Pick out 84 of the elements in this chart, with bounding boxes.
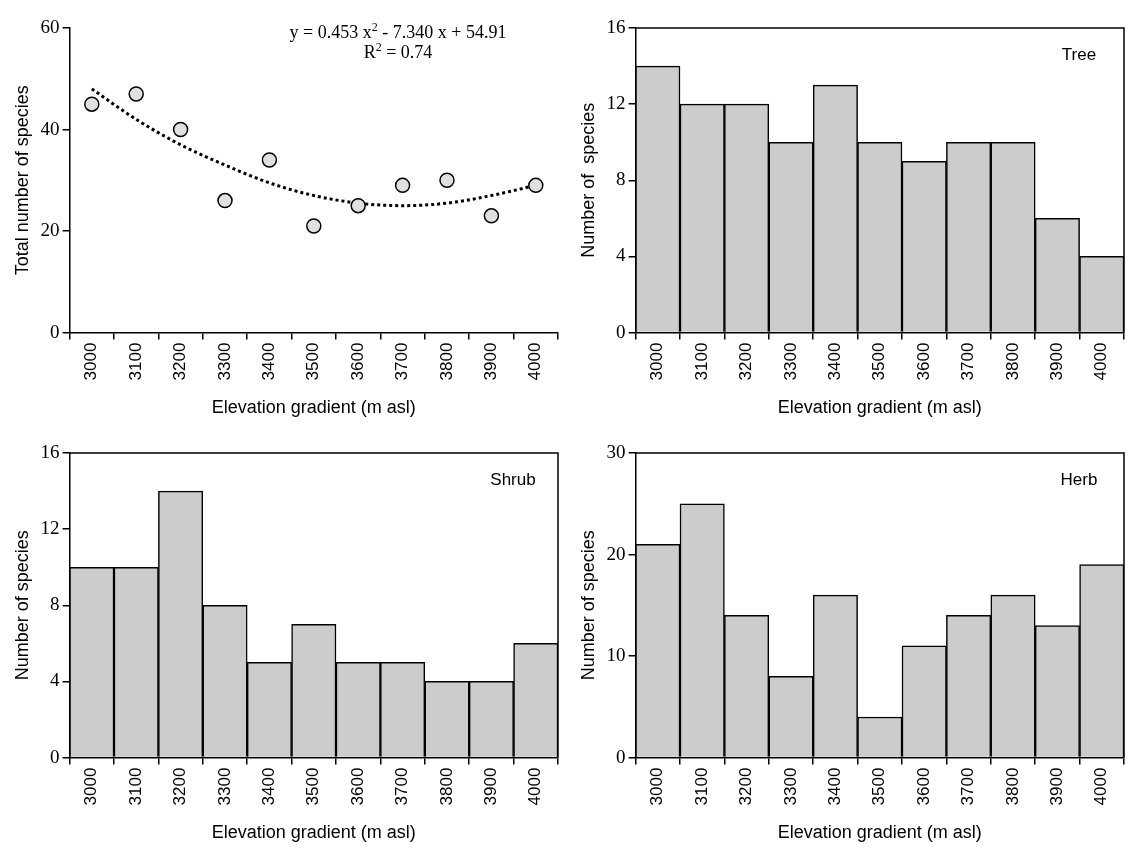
x-tick-label: 3200 bbox=[170, 767, 190, 806]
y-tick-label: 30 bbox=[606, 440, 626, 462]
annotation: Shrub bbox=[490, 470, 536, 489]
x-tick-label: 3000 bbox=[81, 767, 101, 806]
x-tick-label: 3500 bbox=[303, 767, 323, 806]
x-tick-label: 4000 bbox=[1091, 767, 1111, 806]
point bbox=[394, 177, 411, 194]
point bbox=[217, 192, 233, 209]
x-tick-label: 3600 bbox=[347, 342, 367, 381]
x-tick-label: 3000 bbox=[81, 342, 101, 381]
x-tick-label: 3400 bbox=[825, 767, 845, 806]
y-tick-label: 20 bbox=[40, 219, 60, 241]
x-tick-label: 3500 bbox=[303, 342, 323, 381]
y-tick-label: 8 bbox=[616, 168, 626, 190]
point bbox=[483, 208, 500, 224]
x-tick-label: 4000 bbox=[525, 767, 545, 806]
x-tick-label: 3900 bbox=[481, 342, 501, 381]
y-tick-label: 8 bbox=[50, 593, 60, 615]
x-tick-label: 3000 bbox=[647, 342, 667, 381]
y-tick-label: 4 bbox=[616, 244, 627, 266]
point bbox=[350, 197, 366, 214]
y-tick-label: 10 bbox=[606, 644, 626, 666]
point bbox=[172, 121, 189, 138]
x-tick-label: 3900 bbox=[481, 767, 501, 806]
y-tick-label: 0 bbox=[616, 745, 626, 767]
x-tick-label: 3300 bbox=[780, 767, 800, 806]
x-tick-label: 3800 bbox=[436, 767, 456, 806]
x-tick-label: 3600 bbox=[913, 342, 933, 381]
x-tick-label: 3300 bbox=[214, 767, 234, 806]
point bbox=[306, 218, 322, 234]
y-tick-label: 16 bbox=[40, 440, 60, 462]
y-tick-label: 60 bbox=[40, 15, 60, 37]
y-tick-label: 16 bbox=[606, 15, 626, 37]
y-axis-title: Number of species bbox=[577, 530, 598, 681]
annotation: Tree bbox=[1061, 45, 1097, 64]
x-tick-label: 3200 bbox=[170, 342, 190, 381]
x-tick-label: 3100 bbox=[125, 767, 145, 806]
x-tick-label: 3900 bbox=[1047, 342, 1067, 381]
y-axis-title: Total number of species bbox=[11, 85, 32, 276]
y-tick-label: 20 bbox=[606, 542, 626, 564]
x-tick-label: 4000 bbox=[1091, 342, 1111, 381]
x-tick-label: 3700 bbox=[958, 342, 978, 381]
x-tick-label: 3700 bbox=[392, 767, 412, 806]
x-tick-label: 3600 bbox=[347, 767, 367, 806]
point bbox=[128, 86, 144, 102]
x-tick-label: 3400 bbox=[825, 342, 845, 381]
point bbox=[261, 152, 278, 168]
y-tick-label: 0 bbox=[50, 745, 60, 767]
x-tick-label: 3400 bbox=[259, 767, 279, 806]
x-tick-label: 3800 bbox=[436, 342, 456, 381]
x-tick-label: 3400 bbox=[259, 342, 279, 381]
x-tick-label: 3000 bbox=[647, 767, 667, 806]
x-tick-label: 3300 bbox=[780, 342, 800, 381]
x-tick-label: 3800 bbox=[1002, 767, 1022, 806]
x-tick-label: 4000 bbox=[525, 342, 545, 381]
y-tick-label: 0 bbox=[50, 320, 60, 342]
x-axis-title: Elevation gradient (m asl) bbox=[211, 822, 416, 843]
x-tick-label: 3800 bbox=[1002, 342, 1022, 381]
y-tick-label: 0 bbox=[616, 320, 626, 342]
x-tick-label: 3100 bbox=[125, 342, 145, 381]
x-tick-label: 3200 bbox=[736, 767, 756, 806]
x-axis-title: Elevation gradient (m asl) bbox=[211, 397, 416, 418]
x-axis-title: Elevation gradient (m asl) bbox=[777, 822, 982, 843]
annotation: Herb bbox=[1060, 470, 1098, 489]
point bbox=[439, 172, 455, 189]
y-tick-label: 4 bbox=[50, 669, 61, 691]
x-tick-label: 3500 bbox=[869, 342, 889, 381]
x-tick-label: 3900 bbox=[1047, 767, 1067, 806]
x-axis-title: Elevation gradient (m asl) bbox=[777, 397, 982, 418]
x-tick-label: 3300 bbox=[214, 342, 234, 381]
x-tick-label: 3200 bbox=[736, 342, 756, 381]
y-axis-title: Number of species bbox=[577, 102, 598, 258]
point bbox=[528, 177, 544, 194]
y-tick-label: 12 bbox=[40, 517, 60, 539]
x-tick-label: 3100 bbox=[691, 767, 711, 806]
y-tick-label: 12 bbox=[606, 92, 626, 114]
point bbox=[84, 96, 100, 112]
x-tick-label: 3700 bbox=[958, 767, 978, 806]
x-tick-label: 3500 bbox=[869, 767, 889, 806]
y-axis-title: Number of species bbox=[11, 530, 32, 681]
x-tick-label: 3600 bbox=[913, 767, 933, 806]
x-tick-label: 3100 bbox=[691, 342, 711, 381]
y-tick-label: 40 bbox=[40, 117, 60, 139]
x-tick-label: 3700 bbox=[392, 342, 412, 381]
